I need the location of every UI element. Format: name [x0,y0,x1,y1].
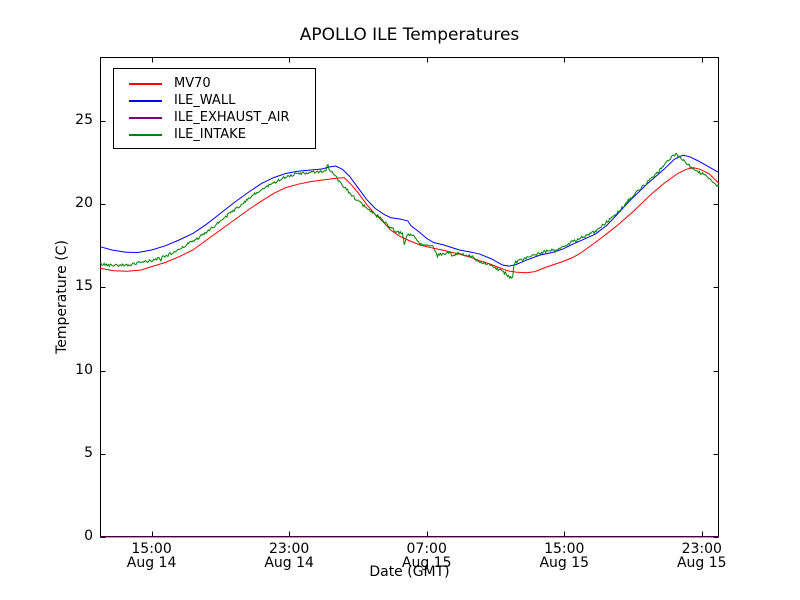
x-tick-label: 23:00 Aug 14 [244,542,334,570]
legend-line-swatch [129,82,162,85]
chart-title: APOLLO ILE Temperatures [299,25,520,45]
x-tick-date: Aug 15 [539,555,590,571]
x-tick-label: 23:00 Aug 15 [657,542,747,570]
y-tick-label: 10 [75,361,93,378]
series-ile_intake [99,152,720,280]
x-tick-time: 15:00 [544,541,585,557]
series-mv70 [99,167,720,274]
x-tick-date: Aug 14 [126,555,177,571]
legend-label: MV70 [174,76,211,91]
legend-label: ILE_EXHAUST_AIR [174,110,290,125]
x-tick-time: 07:00 [406,541,447,557]
legend-item-ile_wall: ILE_WALL [114,92,315,109]
y-tick-label: 0 [84,528,93,544]
legend: MV70 ILE_WALL ILE_EXHAUST_AIR ILE_INTAKE [113,68,316,149]
y-tick-label: 25 [75,112,93,129]
legend-item-mv70: MV70 [114,75,315,92]
legend-line-swatch [129,133,162,136]
legend-item-ile_intake: ILE_INTAKE [114,126,315,143]
series-ile_wall [99,154,720,267]
x-tick-date: Aug 15 [676,555,727,571]
legend-label: ILE_WALL [174,93,236,108]
x-tick-label: 15:00 Aug 15 [519,542,609,570]
y-tick-label: 15 [75,278,93,295]
x-tick-label: 07:00 Aug 15 [382,542,472,570]
x-tick-date: Aug 15 [401,555,452,571]
y-tick-label: 20 [75,195,93,212]
legend-label: ILE_INTAKE [174,127,246,142]
y-tick-label: 5 [84,444,93,461]
x-tick-date: Aug 14 [264,555,314,571]
x-tick-time: 15:00 [131,541,172,557]
x-tick-time: 23:00 [268,541,310,557]
legend-item-ile_exhaust_air: ILE_EXHAUST_AIR [114,109,315,126]
x-tick-label: 15:00 Aug 14 [107,542,197,570]
legend-line-swatch [129,99,162,102]
x-axis-label: Date (GMT) [369,564,450,580]
legend-line-swatch [129,116,162,119]
x-tick-time: 23:00 [681,541,722,557]
